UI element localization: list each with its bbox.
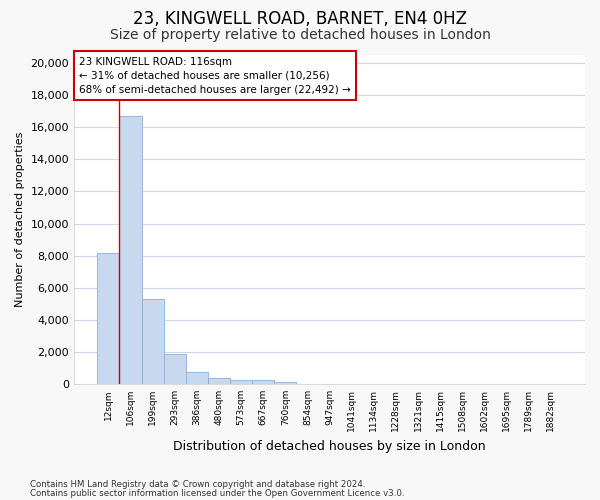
Bar — [97, 252, 119, 384]
Bar — [119, 116, 142, 384]
Bar — [164, 354, 186, 384]
Bar — [230, 380, 252, 384]
Text: 23 KINGWELL ROAD: 116sqm
← 31% of detached houses are smaller (10,256)
68% of se: 23 KINGWELL ROAD: 116sqm ← 31% of detach… — [79, 56, 351, 94]
Text: 23, KINGWELL ROAD, BARNET, EN4 0HZ: 23, KINGWELL ROAD, BARNET, EN4 0HZ — [133, 10, 467, 28]
Bar — [186, 372, 208, 384]
Text: Contains HM Land Registry data © Crown copyright and database right 2024.: Contains HM Land Registry data © Crown c… — [30, 480, 365, 489]
Text: Size of property relative to detached houses in London: Size of property relative to detached ho… — [110, 28, 490, 42]
Text: Contains public sector information licensed under the Open Government Licence v3: Contains public sector information licen… — [30, 490, 404, 498]
Y-axis label: Number of detached properties: Number of detached properties — [15, 132, 25, 308]
Bar — [142, 299, 164, 384]
Bar — [208, 378, 230, 384]
Bar — [274, 382, 296, 384]
Bar — [252, 380, 274, 384]
X-axis label: Distribution of detached houses by size in London: Distribution of detached houses by size … — [173, 440, 486, 452]
